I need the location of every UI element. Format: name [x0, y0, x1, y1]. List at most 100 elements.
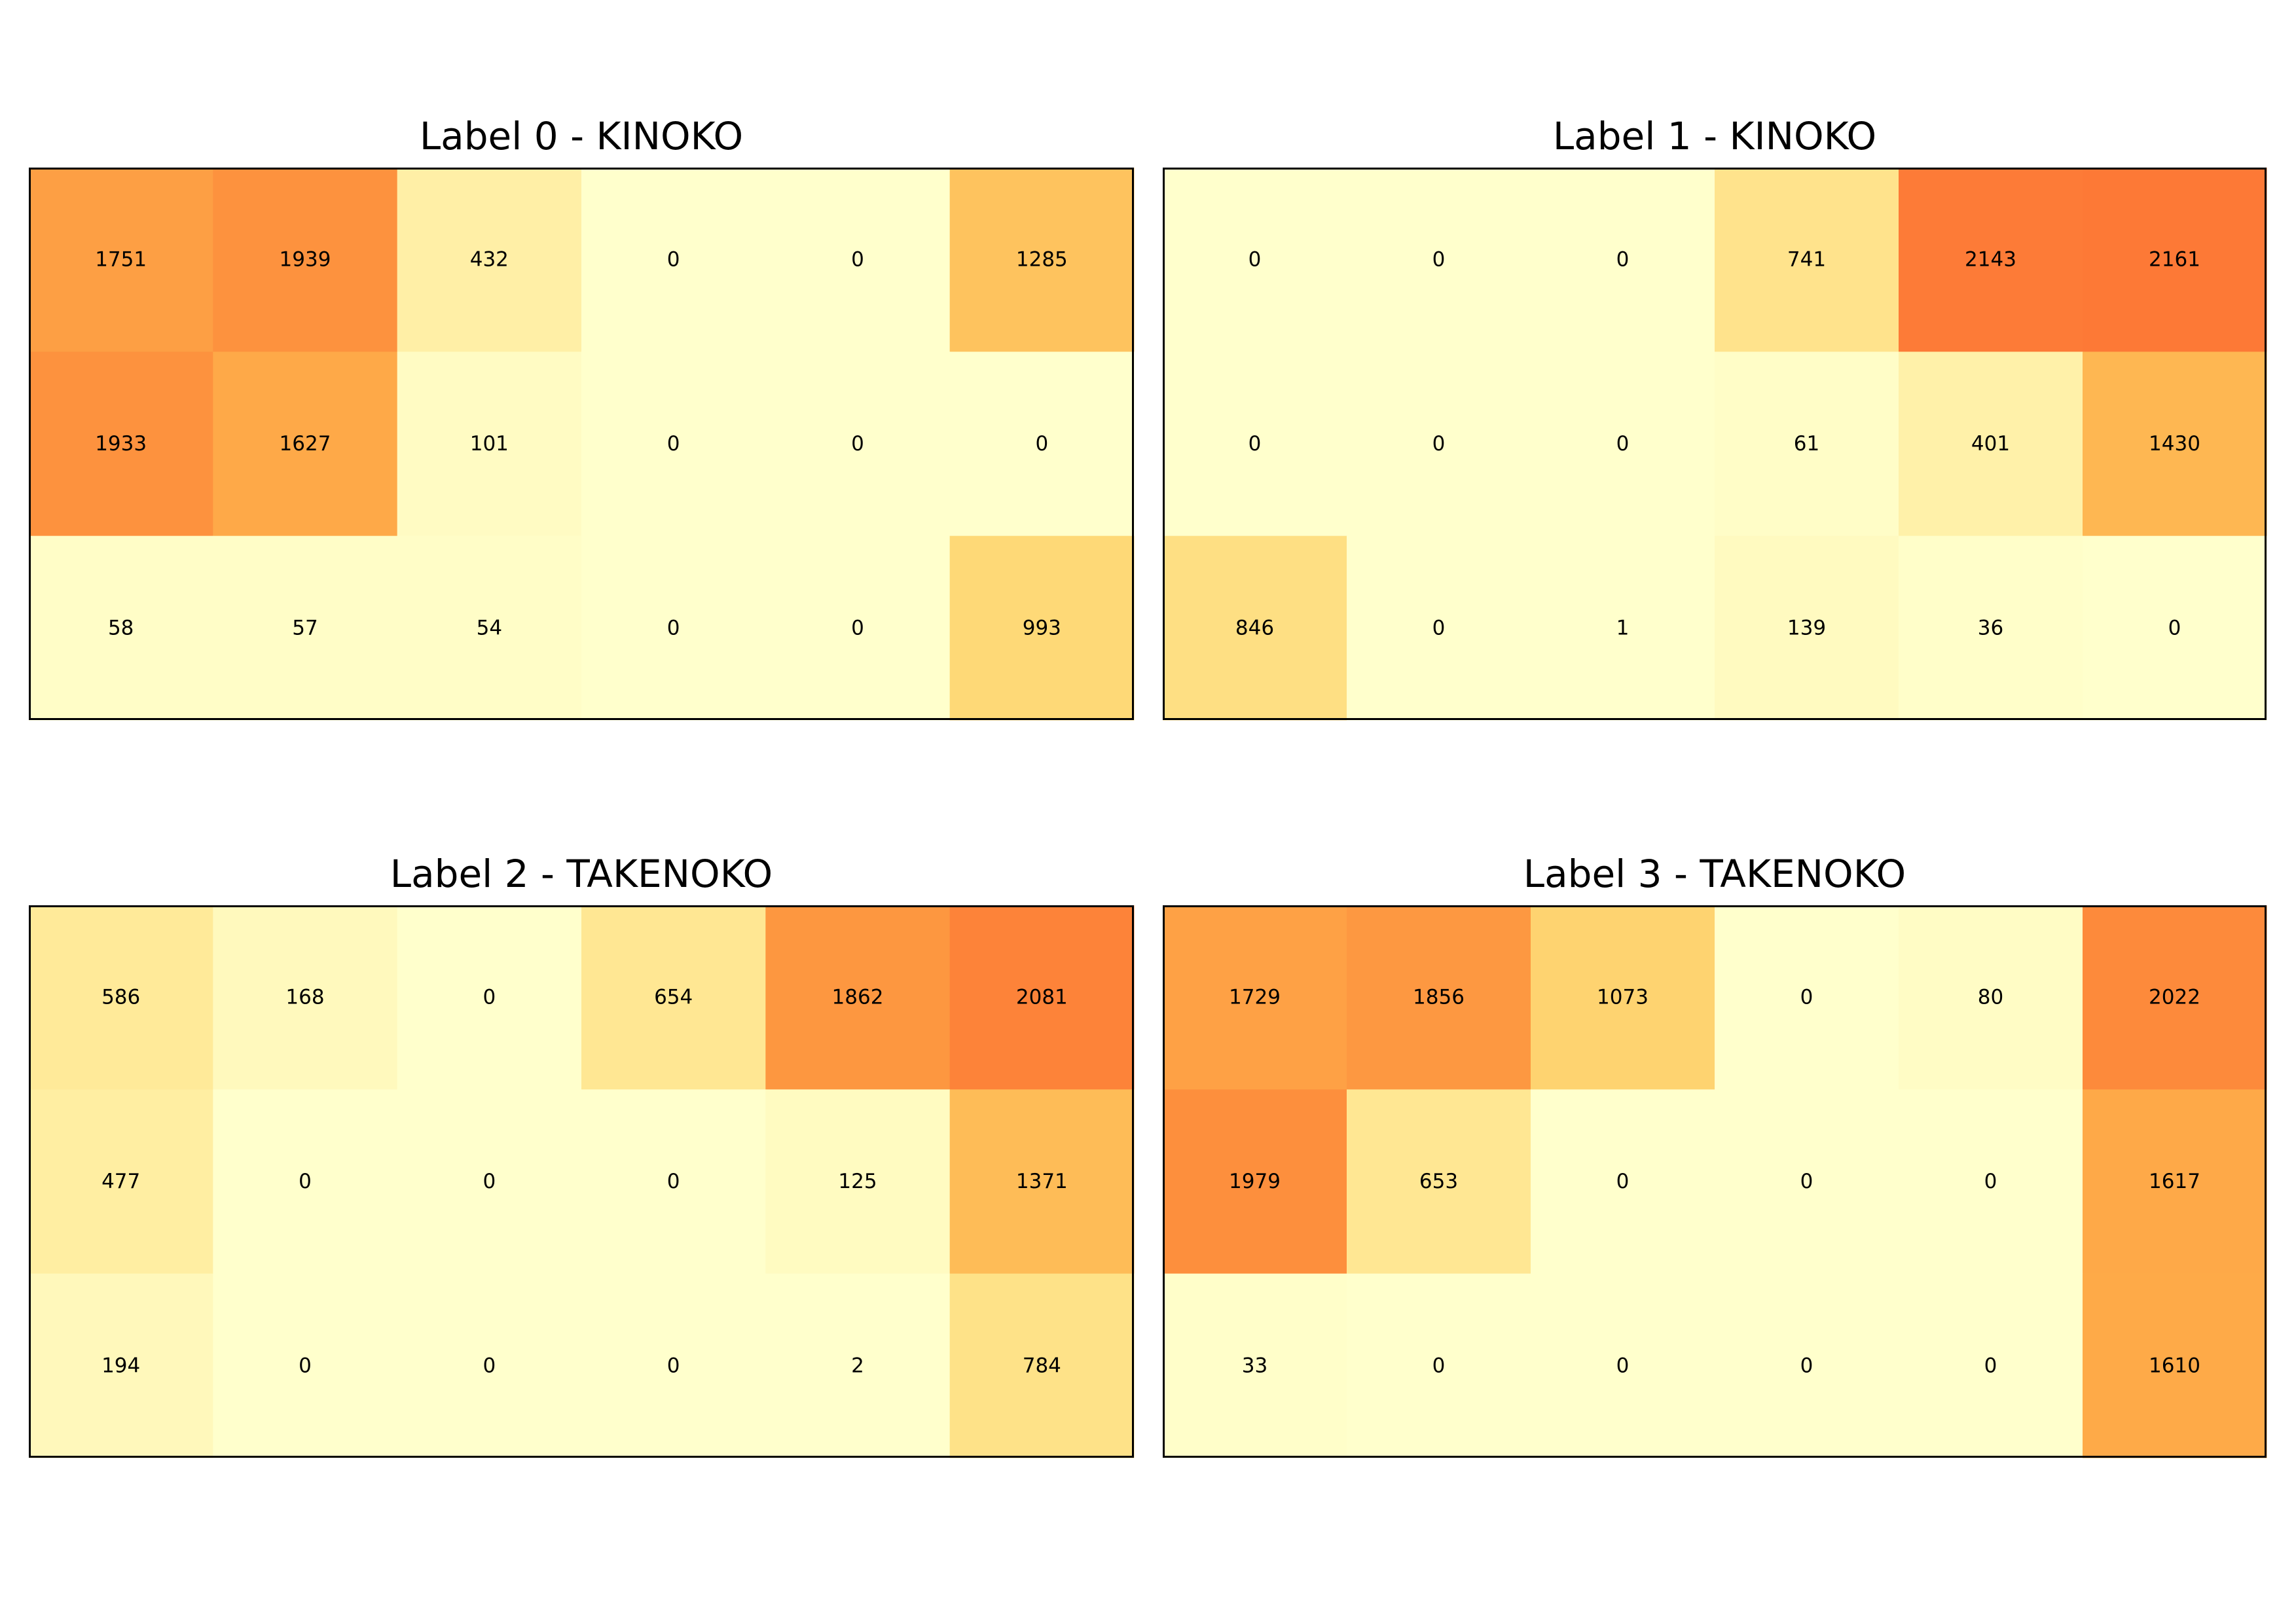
- cell-value-label: 0: [851, 248, 864, 272]
- cell-value-label: 2022: [2149, 986, 2200, 1009]
- cell-value-label: 0: [483, 1354, 496, 1377]
- cell-value-label: 33: [1242, 1354, 1267, 1377]
- cell-value-label: 101: [470, 432, 509, 456]
- cell-value-label: 784: [1023, 1354, 1061, 1377]
- cell-value-label: 1751: [95, 248, 147, 272]
- heatmap-cell: [949, 352, 1135, 537]
- heatmap-cell: [949, 535, 1135, 721]
- heatmap-cell: [1715, 168, 1899, 352]
- heatmap-cell: [1899, 1089, 2083, 1274]
- cell-value-label: 0: [1616, 1354, 1630, 1377]
- heatmap-cell: [949, 905, 1135, 1090]
- heatmap-panel-label-3: Label 3 - TAKENOKO 1729 1856 1073 0 80 2022 19…: [1163, 849, 2267, 1458]
- heatmap-cell: [581, 352, 766, 537]
- cell-value-label: 0: [1616, 432, 1630, 456]
- heatmap-panel-label-0: Label 0 - KINOKO 1751 1939 432 0 0 1285 1933 16…: [29, 111, 1135, 721]
- cell-value-label: 1285: [1016, 248, 1068, 272]
- heatmap-cell: [1531, 168, 1715, 352]
- heatmap-cell: [765, 1089, 951, 1274]
- cell-value-label: 168: [285, 986, 324, 1009]
- heatmap-cell: [1715, 1273, 1899, 1458]
- heatmap-cell: [1347, 1089, 1531, 1274]
- cell-value-label: 0: [1035, 432, 1048, 456]
- cell-value-label: 2143: [1965, 248, 2016, 272]
- heatmap-cell: [1347, 905, 1531, 1090]
- heatmap-cell: [1531, 535, 1715, 721]
- heatmap-grid: 1751 1939 432 0 0 1285 1933 1627 101 0 0 0 58 57 54 0 0 9…: [29, 168, 1135, 721]
- cell-value-label: 1729: [1229, 986, 1281, 1009]
- heatmap-cell: [213, 352, 398, 537]
- heatmap-cell: [765, 168, 951, 352]
- cell-value-label: 1933: [95, 432, 147, 456]
- cell-value-label: 2: [851, 1354, 864, 1377]
- heatmap-cell: [765, 535, 951, 721]
- cell-value-label: 0: [667, 616, 680, 640]
- cell-value-label: 0: [1248, 248, 1262, 272]
- heatmap-cell: [1347, 352, 1531, 537]
- heatmap-cell: [581, 1273, 766, 1458]
- heatmap-cell: [2083, 905, 2267, 1090]
- heatmap-cell: [1715, 1089, 1899, 1274]
- heatmap-cell: [2083, 168, 2267, 352]
- cell-value-label: 61: [1794, 432, 1819, 456]
- heatmap-cell: [213, 1089, 398, 1274]
- cell-value-label: 1939: [280, 248, 331, 272]
- cell-value-label: 1430: [2149, 432, 2200, 456]
- cell-value-label: 57: [292, 616, 318, 640]
- cell-value-label: 2081: [1016, 986, 1068, 1009]
- heatmap-cell: [29, 535, 213, 721]
- heatmap-cell: [949, 1273, 1135, 1458]
- axes-frame: [29, 168, 1134, 720]
- heatmap-cell: [1163, 905, 1347, 1090]
- cell-value-label: 0: [1984, 1170, 1997, 1193]
- heatmap-cell: [1715, 535, 1899, 721]
- cell-value-label: 0: [1432, 432, 1446, 456]
- cell-value-label: 1617: [2149, 1170, 2200, 1193]
- heatmap-cell: [397, 1273, 582, 1458]
- cell-value-label: 0: [1432, 1354, 1446, 1377]
- heatmap-cell: [213, 1273, 398, 1458]
- heatmap-cell: [1163, 168, 1347, 352]
- heatmap-cell: [397, 352, 582, 537]
- heatmap-cell: [765, 1273, 951, 1458]
- cell-value-label: 654: [654, 986, 693, 1009]
- chart-title: Label 1 - KINOKO: [1552, 114, 1877, 158]
- cell-value-label: 1856: [1413, 986, 1465, 1009]
- cell-value-label: 0: [1984, 1354, 1997, 1377]
- heatmap-cell: [2083, 1273, 2267, 1458]
- heatmap-cell: [29, 1089, 213, 1274]
- cell-value-label: 1: [1616, 616, 1630, 640]
- heatmap-cell: [1899, 535, 2083, 721]
- heatmap-cell: [1899, 352, 2083, 537]
- cell-value-label: 0: [667, 1354, 680, 1377]
- cell-value-label: 0: [1432, 248, 1446, 272]
- heatmap-cell: [949, 1089, 1135, 1274]
- heatmap-cell: [2083, 352, 2267, 537]
- heatmap-cell: [1347, 535, 1531, 721]
- cell-value-label: 653: [1419, 1170, 1458, 1193]
- cell-value-label: 0: [851, 432, 864, 456]
- cell-value-label: 0: [2168, 616, 2181, 640]
- cell-value-label: 477: [101, 1170, 140, 1193]
- axes-frame: [1163, 905, 2267, 1458]
- cell-value-label: 0: [1248, 432, 1262, 456]
- cell-value-label: 0: [1616, 1170, 1630, 1193]
- cell-value-label: 0: [667, 432, 680, 456]
- heatmap-cell: [1715, 352, 1899, 537]
- heatmap-cell: [1899, 905, 2083, 1090]
- heatmap-cell: [213, 905, 398, 1090]
- heatmap-cell: [2083, 535, 2267, 721]
- cell-value-label: 80: [1978, 986, 2003, 1009]
- heatmap-cell: [29, 1273, 213, 1458]
- heatmap-cell: [1715, 905, 1899, 1090]
- heatmap-grid: 1729 1856 1073 0 80 2022 1979 653 0 0 0 1617 33 0 0 0 0 1…: [1163, 905, 2267, 1458]
- cell-value-label: 0: [1800, 1170, 1813, 1193]
- heatmap-cell: [765, 352, 951, 537]
- cell-value-label: 54: [477, 616, 502, 640]
- chart-title: Label 3 - TAKENOKO: [1523, 852, 1906, 896]
- cell-value-label: 993: [1023, 616, 1061, 640]
- cell-value-label: 846: [1235, 616, 1274, 640]
- heatmap-cell: [213, 168, 398, 352]
- heatmap-cell: [1531, 1273, 1715, 1458]
- heatmap-cell: [1163, 1273, 1347, 1458]
